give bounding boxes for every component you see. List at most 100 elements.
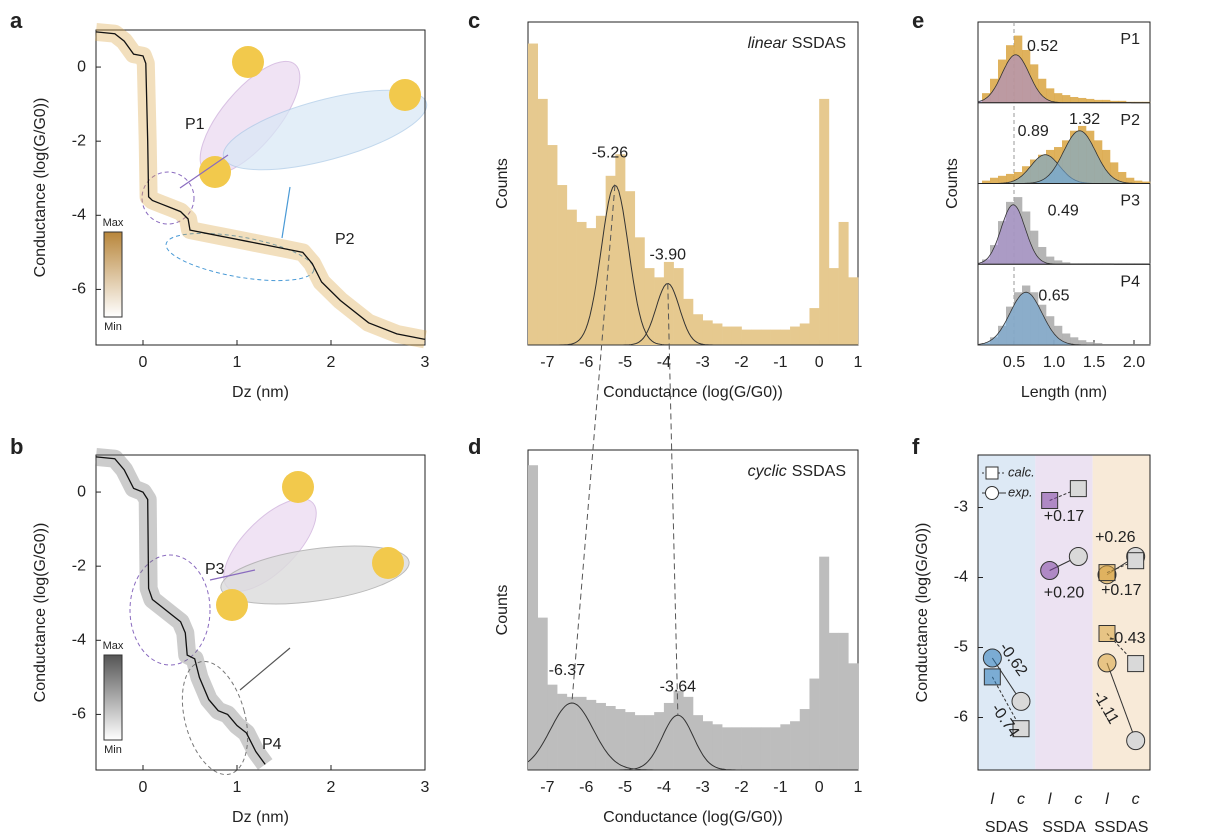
- histogram-bar: [634, 715, 645, 770]
- x-tick-label: -4: [657, 779, 671, 796]
- x-tick-label: 2.0: [1123, 354, 1145, 371]
- x-tick-label: -7: [540, 779, 554, 796]
- histogram-bar: [770, 727, 781, 770]
- histogram-bar: [828, 632, 839, 770]
- x-axis-label: Conductance (log(G/G0)): [603, 384, 783, 401]
- histogram-bar: [998, 175, 1007, 184]
- x-tick-label: c: [1017, 791, 1025, 808]
- subpanel-name: P4: [1120, 273, 1140, 290]
- group-label: SDAS: [985, 819, 1029, 836]
- y-tick-label: -2: [72, 132, 86, 149]
- histogram-bar: [654, 277, 665, 345]
- exp-marker: [1040, 561, 1060, 580]
- calc-marker: [1069, 480, 1087, 498]
- exp-marker: [1126, 731, 1146, 751]
- histogram-bar: [1054, 93, 1063, 103]
- histogram-bar: [1062, 333, 1071, 345]
- x-tick-label: 1: [854, 779, 863, 796]
- y-tick-label: -6: [72, 706, 86, 723]
- histogram-bar: [1086, 342, 1095, 345]
- x-tick-label: -3: [696, 354, 710, 371]
- x-tick-label: -4: [657, 354, 671, 371]
- y-tick-label: -4: [72, 207, 86, 224]
- histogram-bar: [1126, 177, 1135, 184]
- histogram-bar: [683, 696, 694, 770]
- histogram-bar: [722, 326, 733, 345]
- annotation: P2: [335, 231, 355, 248]
- histogram-bar: [790, 721, 801, 770]
- histogram-bar: [1070, 337, 1079, 345]
- calc-marker: [1127, 552, 1145, 570]
- histogram-bar: [1070, 96, 1079, 103]
- x-tick-label: -1: [773, 354, 787, 371]
- histogram-bar: [1094, 343, 1103, 345]
- histogram-bar: [1102, 344, 1111, 345]
- histogram-bar: [1094, 99, 1103, 103]
- x-tick-label: 0: [815, 779, 824, 796]
- peak-connector: [667, 283, 679, 716]
- exp-marker: [1068, 547, 1088, 566]
- histogram-bar: [566, 209, 577, 345]
- annotation: P4: [262, 736, 282, 753]
- exp-marker: [982, 648, 1002, 668]
- calc-marker: [1098, 625, 1116, 642]
- x-axis-label: Length (nm): [1021, 384, 1107, 401]
- legend-marker: [985, 466, 999, 480]
- histogram-bar: [1110, 100, 1119, 103]
- calc-marker: [1041, 492, 1059, 509]
- x-tick-label: -6: [579, 779, 593, 796]
- histogram-bar: [693, 715, 704, 770]
- y-axis-label: Conductance (log(G/G0)): [32, 98, 49, 278]
- histogram-bar: [566, 696, 577, 770]
- x-tick-label: 1.5: [1083, 354, 1105, 371]
- histogram-bar: [760, 329, 771, 345]
- histogram-bar: [731, 326, 742, 345]
- x-tick-label: 1.0: [1043, 354, 1065, 371]
- x-tick-label: 0: [139, 779, 148, 796]
- panel-letter: c: [468, 8, 480, 33]
- difference-label: -0.43: [1109, 630, 1146, 647]
- series-label-style: cyclic: [748, 463, 787, 480]
- subpanel-name: P2: [1120, 112, 1140, 129]
- x-tick-label: 0: [815, 354, 824, 371]
- y-axis-label: Conductance (log(G/G0)): [32, 523, 49, 703]
- y-tick-label: -4: [72, 632, 86, 649]
- histogram-bar: [557, 693, 568, 770]
- histogram-bar: [576, 696, 587, 770]
- peak-label: 0.65: [1038, 287, 1069, 304]
- histogram-bar: [702, 320, 713, 345]
- histogram-bar: [1118, 100, 1127, 103]
- exp-marker: [1097, 653, 1117, 673]
- peak-label: -5.26: [592, 144, 629, 161]
- x-tick-label: 0.5: [1003, 354, 1025, 371]
- calc-marker: [1012, 720, 1030, 738]
- series-label: linear SSDAS: [748, 35, 846, 52]
- histogram-bar: [1062, 262, 1071, 265]
- histogram-bar: [547, 684, 558, 770]
- pair-line: [1106, 662, 1137, 741]
- histogram-bar: [537, 617, 548, 770]
- annotation: P3: [205, 561, 225, 578]
- histogram-bar: [838, 632, 849, 770]
- peak-connector: [571, 184, 616, 703]
- histogram-bar: [625, 191, 636, 345]
- histogram-bar: [770, 329, 781, 345]
- histogram-bar: [1118, 171, 1127, 184]
- histogram-bar: [537, 98, 548, 346]
- y-axis-label: Counts: [494, 158, 511, 209]
- x-tick-label: c: [1074, 791, 1082, 808]
- histogram-bar: [712, 724, 723, 770]
- histogram-bar: [1046, 88, 1055, 103]
- histogram-bar: [663, 261, 674, 345]
- histogram-bar: [799, 323, 810, 345]
- exp-marker: [1011, 691, 1031, 711]
- histogram-bar: [663, 702, 674, 770]
- x-tick-label: -2: [734, 354, 748, 371]
- legend-marker: [985, 486, 999, 500]
- molecule-illustration-b: [129, 471, 410, 776]
- histogram-bar: [1038, 246, 1047, 265]
- subpanel-name: P1: [1120, 31, 1140, 48]
- x-axis-label: Dz (nm): [232, 809, 289, 826]
- histogram-bar: [1054, 260, 1063, 265]
- y-tick-label: -5: [954, 639, 968, 656]
